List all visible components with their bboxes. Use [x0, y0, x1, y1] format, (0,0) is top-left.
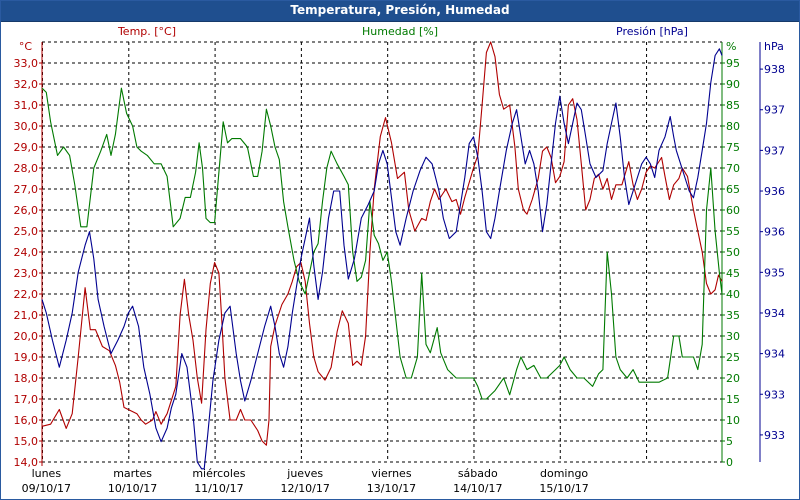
hum-tick-label: 55: [726, 225, 740, 238]
hum-tick-label: 10: [726, 414, 740, 427]
hum-tick-label: 45: [726, 267, 740, 280]
temp-tick-label: 31,0: [14, 99, 39, 112]
temp-tick-label: 14,0: [14, 456, 39, 469]
day-name-label: sábado: [458, 467, 498, 480]
temp-tick-label: 33,0: [14, 57, 39, 70]
pres-axis-unit: hPa: [764, 40, 784, 53]
hum-tick-label: 30: [726, 330, 740, 343]
hum-tick-label: 70: [726, 162, 740, 175]
temp-tick-label: 17,0: [14, 393, 39, 406]
hum-tick-label: 80: [726, 120, 740, 133]
temp-tick-label: 15,0: [14, 435, 39, 448]
temp-series-label: Temp. [°C]: [117, 25, 176, 38]
pres-tick-label: 937: [764, 144, 785, 157]
temp-tick-label: 16,0: [14, 414, 39, 427]
temp-tick-label: 25,0: [14, 225, 39, 238]
temp-tick-label: 19,0: [14, 351, 39, 364]
hum-axis-unit: %: [726, 40, 736, 53]
day-name-label: miércoles: [192, 467, 245, 480]
hum-series-line: [41, 87, 723, 400]
day-name-label: viernes: [371, 467, 411, 480]
day-date-label: 13/10/17: [367, 482, 416, 495]
hum-tick-label: 50: [726, 246, 740, 259]
temp-tick-label: 26,0: [14, 204, 39, 217]
hum-tick-label: 60: [726, 204, 740, 217]
title-bar: Temperatura, Presión, Humedad: [1, 1, 799, 22]
temp-tick-label: 22,0: [14, 288, 39, 301]
pres-tick-label: 933: [764, 429, 785, 442]
hum-tick-label: 0: [726, 456, 733, 469]
pres-series-line: [41, 48, 723, 470]
temp-tick-label: 30,0: [14, 120, 39, 133]
pres-tick-label: 933: [764, 388, 785, 401]
day-date-label: 14/10/17: [453, 482, 502, 495]
temp-tick-label: 29,0: [14, 141, 39, 154]
day-name-label: lunes: [32, 467, 62, 480]
day-date-label: 10/10/17: [108, 482, 157, 495]
temp-tick-label: 24,0: [14, 246, 39, 259]
day-name-label: domingo: [540, 467, 588, 480]
hum-tick-label: 5: [726, 435, 733, 448]
hum-tick-label: 65: [726, 183, 740, 196]
pres-tick-label: 935: [764, 266, 785, 279]
temp-tick-label: 21,0: [14, 309, 39, 322]
temp-tick-label: 32,0: [14, 78, 39, 91]
temp-tick-label: 23,0: [14, 267, 39, 280]
hum-tick-label: 95: [726, 57, 740, 70]
hum-tick-label: 25: [726, 351, 740, 364]
hum-tick-label: 15: [726, 393, 740, 406]
hum-tick-label: 35: [726, 309, 740, 322]
hum-tick-label: 85: [726, 99, 740, 112]
pres-tick-label: 934: [764, 307, 785, 320]
hum-tick-label: 75: [726, 141, 740, 154]
day-name-label: jueves: [286, 467, 323, 480]
day-date-label: 12/10/17: [280, 482, 329, 495]
chart-title: Temperatura, Presión, Humedad: [290, 3, 510, 17]
pres-tick-label: 938: [764, 63, 785, 76]
temp-tick-label: 27,0: [14, 183, 39, 196]
temp-series-line: [41, 41, 723, 446]
hum-tick-label: 90: [726, 78, 740, 91]
pres-tick-label: 936: [764, 185, 785, 198]
hum-tick-label: 20: [726, 372, 740, 385]
temp-axis-unit: °C: [19, 40, 33, 53]
pres-tick-label: 934: [764, 348, 785, 361]
day-date-label: 11/10/17: [194, 482, 243, 495]
day-date-label: 09/10/17: [22, 482, 71, 495]
temp-tick-label: 18,0: [14, 372, 39, 385]
pres-tick-label: 936: [764, 226, 785, 239]
pres-series-label: Presión [hPa]: [616, 25, 688, 38]
day-date-label: 15/10/17: [539, 482, 588, 495]
day-name-label: martes: [113, 467, 152, 480]
temp-tick-label: 20,0: [14, 330, 39, 343]
pres-tick-label: 937: [764, 104, 785, 117]
hum-series-label: Humedad [%]: [362, 25, 438, 38]
hum-tick-label: 40: [726, 288, 740, 301]
temp-tick-label: 28,0: [14, 162, 39, 175]
